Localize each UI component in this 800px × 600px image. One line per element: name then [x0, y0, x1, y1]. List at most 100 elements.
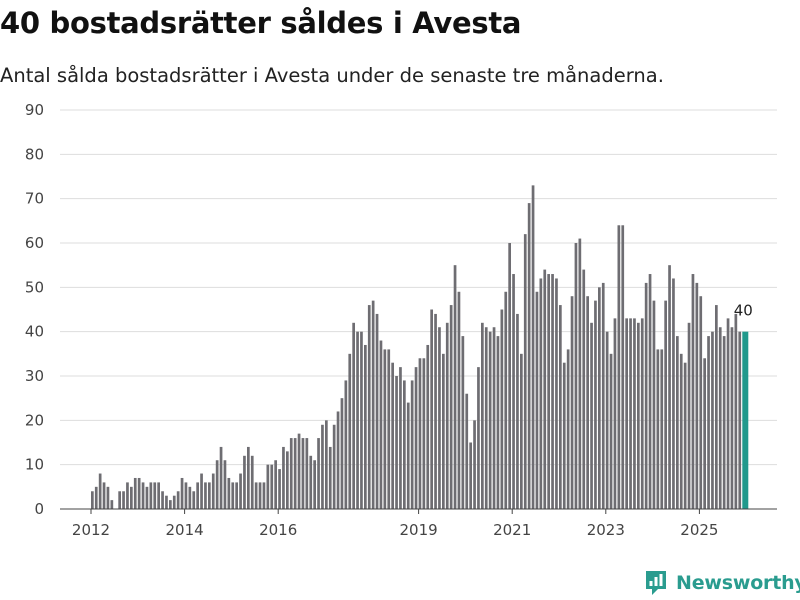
bar — [500, 309, 504, 509]
x-tick-label: 2019 — [400, 521, 438, 539]
bar — [617, 225, 621, 509]
bar — [223, 460, 227, 509]
bar — [153, 482, 157, 509]
bar — [644, 282, 648, 509]
bar — [457, 291, 461, 509]
bar — [243, 455, 246, 509]
bar — [660, 349, 664, 509]
bar — [605, 331, 609, 509]
bar — [399, 367, 402, 509]
y-tick-label: 80 — [25, 145, 44, 163]
bar — [633, 318, 636, 509]
x-axis: 2012 2014 2016 2019 2021 2023 2025 — [60, 508, 777, 539]
bar — [586, 296, 589, 509]
bar — [180, 477, 184, 509]
bar — [254, 482, 258, 509]
bar — [250, 455, 254, 509]
bar — [403, 380, 406, 509]
bar — [601, 282, 605, 509]
bar — [126, 482, 129, 509]
newsworthy-logo[interactable]: Newsworthy — [644, 568, 800, 598]
bar — [481, 322, 484, 509]
bar — [227, 477, 231, 509]
bar — [379, 340, 383, 509]
bar — [664, 300, 667, 509]
bar — [383, 349, 387, 509]
bar — [715, 305, 718, 509]
bar — [442, 353, 445, 509]
bar — [738, 331, 742, 509]
bar — [98, 473, 102, 509]
bar — [699, 296, 703, 509]
bar — [469, 442, 472, 509]
bar — [523, 234, 527, 509]
bar — [356, 331, 359, 509]
bar — [196, 482, 199, 509]
bar — [321, 424, 324, 509]
bar — [410, 380, 414, 509]
bar — [695, 282, 699, 509]
bar — [679, 353, 683, 509]
last-bar-label: 40 — [734, 302, 753, 320]
bar — [465, 393, 469, 509]
bar — [110, 500, 114, 509]
bar — [625, 318, 628, 509]
bar — [360, 331, 363, 509]
bar — [235, 482, 238, 509]
bar — [215, 460, 219, 509]
bar — [391, 362, 394, 509]
bar — [687, 322, 691, 509]
bar — [672, 278, 675, 509]
bar — [449, 305, 453, 509]
bar — [488, 331, 492, 509]
bar — [730, 327, 734, 509]
bar — [352, 322, 355, 509]
bar — [344, 380, 348, 509]
bar — [414, 367, 418, 509]
bar — [289, 438, 293, 509]
bar — [629, 318, 632, 509]
bar — [309, 455, 313, 509]
bar — [652, 300, 656, 509]
chart-title: 40 bostadsrätter såldes i Avesta — [0, 6, 522, 40]
x-tick-label: 2025 — [680, 521, 718, 539]
bar — [613, 318, 617, 509]
bar — [598, 287, 601, 509]
bar — [453, 265, 457, 509]
bar — [157, 482, 160, 509]
bar — [161, 491, 164, 509]
bar — [192, 491, 196, 509]
bar — [527, 203, 531, 509]
bar — [562, 362, 566, 509]
bar — [247, 446, 250, 509]
bar — [707, 336, 710, 509]
bar — [317, 438, 320, 509]
bar — [504, 291, 508, 509]
bar — [418, 358, 422, 509]
bar — [336, 411, 340, 509]
x-tick-label: 2016 — [259, 521, 297, 539]
x-tick-label: 2023 — [587, 521, 625, 539]
bar — [172, 495, 176, 509]
bar — [477, 367, 480, 509]
y-tick-label: 40 — [25, 323, 44, 341]
bar — [239, 473, 242, 509]
bar — [555, 278, 558, 509]
bar — [274, 460, 277, 509]
bar — [621, 225, 625, 509]
bar — [718, 327, 722, 509]
bar-latest — [742, 331, 749, 509]
bar — [145, 486, 149, 509]
bar — [492, 327, 496, 509]
bar — [204, 482, 207, 509]
bar — [648, 274, 652, 509]
bar — [313, 460, 316, 509]
bar — [496, 336, 500, 509]
bar — [559, 305, 562, 509]
bar — [297, 433, 301, 509]
bar — [711, 331, 714, 509]
bar — [445, 322, 449, 509]
bar — [703, 358, 706, 509]
bar — [231, 482, 235, 509]
y-tick-label: 30 — [25, 367, 44, 385]
